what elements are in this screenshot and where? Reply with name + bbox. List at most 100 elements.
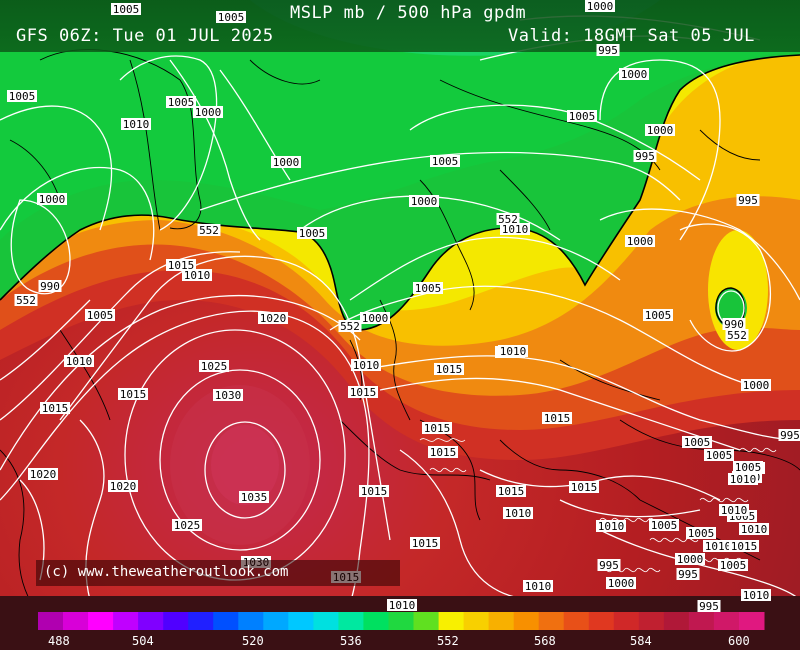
isobar-label-text: 1005: [645, 309, 672, 322]
isobar-label: 1000: [193, 106, 223, 119]
isobar-label-bg: [28, 468, 58, 480]
isobar-label: 1000: [271, 156, 301, 169]
height-colour-scale: [38, 612, 765, 630]
isobar-label-bg: [338, 320, 362, 332]
isobar-label-text: 1000: [362, 312, 389, 325]
isobar-label: 1005: [216, 11, 246, 24]
isobar-label-text: 1015: [412, 537, 439, 550]
isobar-label: 1000: [675, 553, 705, 566]
scale-label: 552: [437, 634, 459, 648]
scale-swatch: [538, 612, 565, 630]
isobar-label-text: 1005: [684, 436, 711, 449]
valid-time-label: Valid: 18GMT Sat 05 JUL: [508, 26, 755, 46]
isobar-label-bg: [645, 124, 675, 136]
isobar-label-bg: [108, 480, 138, 492]
isobar-label-bg: [216, 11, 246, 23]
isobar-label: 552: [496, 213, 520, 226]
isobar-label: 1010: [596, 520, 626, 533]
isobar-label-text: 1000: [647, 124, 674, 137]
isobar-label: 1015: [118, 388, 148, 401]
isobar-label-bg: [351, 359, 381, 371]
isobar-label: 1005: [733, 461, 763, 474]
isobar-label-text: 552: [16, 294, 36, 307]
isobar-label-text: 1015: [571, 481, 598, 494]
isobar-label: 995: [697, 600, 721, 613]
isobar-label: 1000: [645, 124, 675, 137]
isobar-label-bg: [118, 388, 148, 400]
isobar-label-bg: [704, 449, 734, 461]
isobar-label-bg: [523, 580, 553, 592]
scale-swatch: [113, 612, 139, 630]
scale-swatch: [613, 612, 640, 630]
isobar-label-text: 552: [498, 213, 518, 226]
isobar-label: 1005: [567, 110, 597, 123]
isobar-label: 1010: [387, 599, 417, 612]
scale-swatch: [463, 612, 490, 630]
isobar-label: 1000: [37, 193, 67, 206]
isobar-label-bg: [422, 422, 452, 434]
isobar-label: 1005: [166, 96, 196, 109]
isobar-label-text: 990: [40, 280, 60, 293]
isobar-label: 1030: [213, 389, 243, 402]
isobar-label-bg: [410, 537, 440, 549]
scale-swatch: [713, 612, 740, 630]
isobar-label-text: 1015: [350, 386, 377, 399]
isobar-label-bg: [413, 282, 443, 294]
isobar-label-bg: [193, 106, 223, 118]
isobar-label-bg: [633, 150, 657, 162]
isobar-label-text: 1005: [299, 227, 326, 240]
isobar-label-text: 1015: [361, 485, 388, 498]
isobar-label-bg: [37, 193, 67, 205]
scale-swatch: [63, 612, 89, 630]
isobar-label: 1010: [741, 589, 771, 602]
isobar-label-bg: [430, 155, 460, 167]
isobar-label-text: 1000: [608, 577, 635, 590]
isobar-label: 1005: [413, 282, 443, 295]
isobar-label: 1025: [199, 360, 229, 373]
isobar-label-text: 1010: [123, 118, 150, 131]
isobar-label-bg: [359, 485, 389, 497]
scale-swatch: [213, 612, 239, 630]
isobar-label-text: 1015: [120, 388, 147, 401]
isobar-label-bg: [733, 461, 763, 473]
isobar-label-text: 1005: [87, 309, 114, 322]
isobar-label-bg: [64, 355, 94, 367]
scale-swatch: [238, 612, 264, 630]
scale-swatch: [163, 612, 189, 630]
scale-swatch: [588, 612, 615, 630]
scale-swatch: [138, 612, 164, 630]
isobar-label: 1005: [111, 3, 141, 16]
isobar-label: 990: [38, 280, 62, 293]
isobar-label-bg: [348, 386, 378, 398]
isobar-label-text: 1010: [743, 589, 770, 602]
scale-label: 520: [242, 634, 264, 648]
isobar-label-bg: [166, 259, 196, 271]
scale-label: 584: [630, 634, 652, 648]
isobar-label-bg: [7, 90, 37, 102]
isobar-label: 1010: [703, 540, 733, 553]
isobar-label-text: 1000: [677, 553, 704, 566]
isobar-label-text: 1005: [168, 96, 195, 109]
isobar-label: 1025: [172, 519, 202, 532]
isobar-label: 1015: [166, 259, 196, 272]
isobar-label-bg: [166, 96, 196, 108]
isobar-label-bg: [585, 0, 615, 12]
isobar-label: 995: [633, 150, 657, 163]
isobar-label-text: 1010: [598, 520, 625, 533]
isobar-label-bg: [503, 507, 533, 519]
scale-swatch: [563, 612, 590, 630]
isobar-label-bg: [40, 402, 70, 414]
isobar-label: 1000: [360, 312, 390, 325]
isobar-label-bg: [597, 559, 621, 571]
isobar-label-text: 1015: [42, 402, 69, 415]
isobar-label: 1010: [523, 580, 553, 593]
isobar-label: 995: [736, 194, 760, 207]
isobar-label-text: 1005: [9, 90, 36, 103]
isobar-label: 1005: [704, 449, 734, 462]
scale-swatch: [513, 612, 540, 630]
scale-label: 536: [340, 634, 362, 648]
scale-swatch: [438, 612, 465, 630]
isobar-label-bg: [434, 363, 464, 375]
isobar-label: 995: [676, 568, 700, 581]
